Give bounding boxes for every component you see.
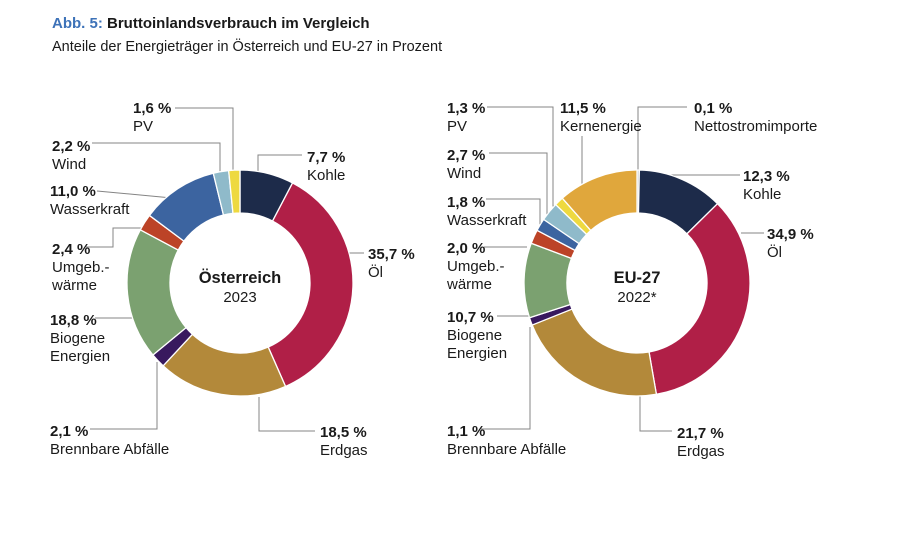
callout-eu27-biogene-energien: 10,7 % Biogene Energien xyxy=(447,309,507,363)
leader-line-eu27-wind xyxy=(489,152,548,217)
segment-eu27-erdgas xyxy=(531,308,658,397)
segment-austria-pv xyxy=(228,169,241,214)
callout-austria-l: 35,7 % Öl xyxy=(368,246,415,282)
figure-title-text: Bruttoinlandsverbrauch im Vergleich xyxy=(107,15,370,32)
chart-title-austria: Österreich xyxy=(198,269,282,287)
callout-name: Brennbare Abfälle xyxy=(50,441,170,458)
callout-percent: 35,7 % xyxy=(368,246,415,263)
callout-name: wärme xyxy=(52,277,98,294)
callout-austria-umgeb-w-rme: 2,4 % Umgeb.- wärme xyxy=(52,241,110,295)
callout-name: Brennbare Abfälle xyxy=(447,441,567,458)
chart-center-label-eu27: EU-27 2022* xyxy=(557,269,717,307)
callout-percent: 18,8 % xyxy=(50,312,97,329)
callout-name: PV xyxy=(447,118,468,135)
callout-austria-erdgas: 18,5 % Erdgas xyxy=(320,424,368,460)
callout-name: Erdgas xyxy=(320,442,368,459)
callout-percent: 2,2 % xyxy=(52,138,91,155)
callout-name: Wasserkraft xyxy=(447,212,527,229)
callout-name: Biogene xyxy=(447,327,503,344)
callout-name: Kohle xyxy=(743,186,782,203)
chart-title-eu27: EU-27 xyxy=(613,269,661,287)
callout-eu27-nettostromimporte: 0,1 % Nettostromimporte xyxy=(694,100,817,136)
callout-name: wärme xyxy=(447,276,493,293)
callout-name: Biogene xyxy=(50,330,106,347)
callout-eu27-kernenergie: 11,5 % Kernenergie xyxy=(560,100,642,136)
callout-name: Umgeb.- xyxy=(447,258,505,275)
callout-eu27-erdgas: 21,7 % Erdgas xyxy=(677,425,725,461)
figure-title: Abb. 5: Bruttoinlandsverbrauch im Vergle… xyxy=(52,15,370,32)
callout-percent: 11,5 % xyxy=(560,100,606,117)
callout-name: Energien xyxy=(447,345,508,362)
callout-name: Kohle xyxy=(307,167,346,184)
callout-percent: 1,6 % xyxy=(133,100,172,117)
callout-name: Wind xyxy=(52,156,87,173)
callout-eu27-umgeb-w-rme: 2,0 % Umgeb.- wärme xyxy=(447,240,505,294)
leader-line-eu27-wasserkraft xyxy=(486,198,541,230)
callout-name: Wind xyxy=(447,165,482,182)
callout-percent: 18,5 % xyxy=(320,424,367,441)
leader-line-austria-erdgas xyxy=(258,397,315,432)
segment-eu27-l xyxy=(648,203,751,395)
figure-number: Abb. 5: xyxy=(52,15,103,32)
callout-percent: 2,1 % xyxy=(50,423,89,440)
leader-line-austria-wasserkraft xyxy=(96,190,173,199)
callout-name: Energien xyxy=(50,348,111,365)
callout-name: Umgeb.- xyxy=(52,259,110,276)
leader-line-austria-kohle xyxy=(257,154,302,173)
leader-line-eu27-nettostromimporte xyxy=(637,106,687,171)
callout-name: PV xyxy=(133,118,154,135)
callout-percent: 1,3 % xyxy=(447,100,486,117)
callout-percent: 1,8 % xyxy=(447,194,486,211)
callout-name: Kernenergie xyxy=(560,118,642,135)
callout-percent: 7,7 % xyxy=(307,149,346,166)
callout-austria-biogene-energien: 18,8 % Biogene Energien xyxy=(50,312,110,366)
callout-name: Öl xyxy=(368,264,383,281)
callout-eu27-brennbare-abf-lle: 1,1 % Brennbare Abfälle xyxy=(447,423,566,459)
segment-austria-l xyxy=(267,182,354,388)
callout-eu27-wind: 2,7 % Wind xyxy=(447,147,485,183)
callout-percent: 12,3 % xyxy=(743,168,790,185)
callout-name: Nettostromimporte xyxy=(694,118,818,135)
chart-year-eu27: 2022* xyxy=(617,289,657,306)
callout-austria-wind: 2,2 % Wind xyxy=(52,138,90,174)
leader-line-austria-brennbare-abf-lle xyxy=(90,362,158,430)
callout-austria-pv: 1,6 % PV xyxy=(133,100,171,136)
segment-eu27-kernenergie xyxy=(561,169,638,232)
callout-percent: 11,0 % xyxy=(50,183,96,200)
leader-line-eu27-brennbare-abf-lle xyxy=(481,327,531,430)
callout-percent: 21,7 % xyxy=(677,425,724,442)
leader-line-eu27-erdgas xyxy=(639,396,672,432)
callout-eu27-kohle: 12,3 % Kohle xyxy=(743,168,790,204)
callout-percent: 2,0 % xyxy=(447,240,486,257)
leader-line-austria-umgeb-w-rme xyxy=(86,227,143,248)
callout-eu27-pv: 1,3 % PV xyxy=(447,100,485,136)
callout-percent: 1,1 % xyxy=(447,423,486,440)
callout-name: Erdgas xyxy=(677,443,725,460)
callout-percent: 2,4 % xyxy=(52,241,91,258)
callout-austria-kohle: 7,7 % Kohle xyxy=(307,149,345,185)
leader-line-austria-pv xyxy=(175,107,234,173)
leader-line-austria-wind xyxy=(92,142,221,172)
callout-eu27-l: 34,9 % Öl xyxy=(767,226,814,262)
chart-year-austria: 2023 xyxy=(223,289,257,306)
callout-percent: 2,7 % xyxy=(447,147,486,164)
callout-austria-brennbare-abf-lle: 2,1 % Brennbare Abfälle xyxy=(50,423,169,459)
callout-name: Wasserkraft xyxy=(50,201,130,218)
callout-percent: 0,1 % xyxy=(694,100,733,117)
chart-center-label-austria: Österreich 2023 xyxy=(160,269,320,307)
callout-percent: 10,7 % xyxy=(447,309,494,326)
callout-austria-wasserkraft: 11,0 % Wasserkraft xyxy=(50,183,129,219)
callout-name: Öl xyxy=(767,244,782,261)
callout-percent: 34,9 % xyxy=(767,226,814,243)
callout-eu27-wasserkraft: 1,8 % Wasserkraft xyxy=(447,194,526,230)
figure-subtitle: Anteile der Energieträger in Österreich … xyxy=(52,39,443,55)
